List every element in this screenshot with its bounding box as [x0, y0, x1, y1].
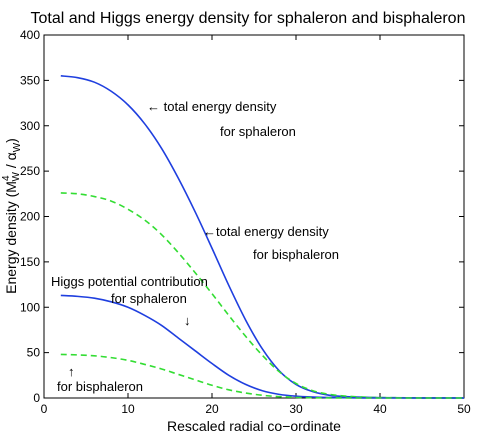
y-label-main: Energy density (M: [3, 181, 19, 294]
y-tick-label: 250: [20, 164, 40, 178]
annotation-up-arrow: ↑: [68, 364, 75, 379]
y-tick-label: 350: [20, 73, 40, 87]
y-label-sup: 4: [1, 175, 12, 181]
y-label-end: ): [3, 138, 19, 143]
x-tick-label: 0: [41, 402, 48, 416]
y-axis-label: Energy density (M4W / αW): [1, 138, 23, 294]
annotation-for-bisphaleron: for bisphaleron: [253, 247, 339, 262]
y-label-sub2: W: [12, 142, 23, 152]
x-tick-label: 30: [289, 402, 303, 416]
annotation-total-sphaleron: ← total energy density: [147, 99, 277, 114]
x-tick-label: 50: [457, 402, 471, 416]
y-tick-label: 100: [20, 300, 40, 314]
y-label-sub: W: [11, 171, 22, 181]
x-tick-label: 40: [373, 402, 387, 416]
higgs-bisphaleron-line: [60, 353, 464, 399]
y-tick-label: 400: [20, 28, 40, 42]
y-tick-label: 150: [20, 255, 40, 269]
axis-ticks: 0 10 20 30 40 50 0 50 100 150 200 250 300 350 400: [20, 28, 471, 416]
chart-title: Total and Higgs energy density for sphal…: [31, 10, 466, 27]
higgs-sphaleron-line: [60, 294, 464, 399]
annotation-higgs-for-sphaleron: for sphaleron: [111, 291, 187, 306]
series-layer: [60, 75, 465, 399]
y-label-mid: / α: [3, 152, 19, 172]
x-axis-label: Rescaled radial co−ordinate: [167, 418, 341, 434]
y-tick-label: 50: [27, 346, 41, 360]
annotation-higgs-for-bisphaleron: for bisphaleron: [57, 379, 143, 394]
annotation-higgs-contribution: Higgs potential contribution: [51, 274, 208, 289]
y-tick-label: 0: [33, 391, 40, 405]
x-tick-label: 20: [205, 402, 219, 416]
y-tick-label: 300: [20, 119, 40, 133]
total-energy-bisphaleron-line: [60, 192, 465, 399]
annotation-for-sphaleron: for sphaleron: [220, 124, 296, 139]
annotation-down-arrow: ↓: [184, 313, 191, 328]
y-tick-label: 200: [20, 210, 40, 224]
x-tick-label: 10: [121, 402, 135, 416]
annotation-total-bisphaleron: ←total energy density: [203, 224, 329, 239]
